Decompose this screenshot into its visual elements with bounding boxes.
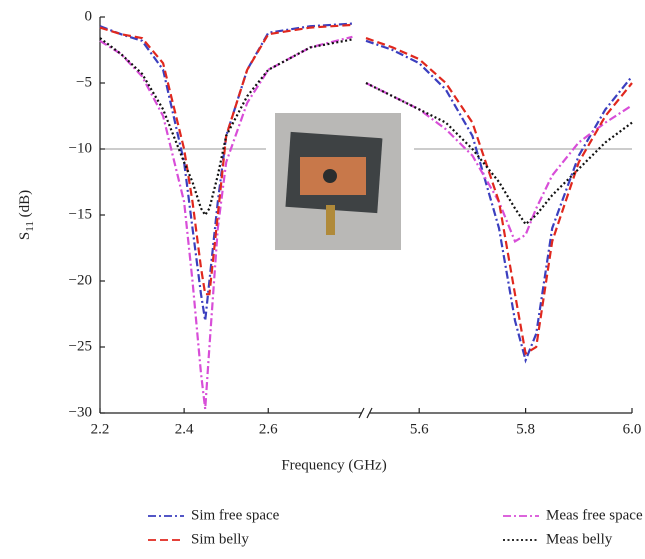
- series-line: [99, 35, 353, 410]
- y-axis-label: S11 (dB): [17, 190, 35, 240]
- series-line: [365, 82, 633, 226]
- series-line: [99, 23, 353, 296]
- x-axis-label: Frequency (GHz): [281, 457, 386, 473]
- series-line: [365, 39, 633, 364]
- legend-label: Sim belly: [191, 531, 249, 547]
- axis-break: [358, 407, 373, 419]
- x-tick-label: 5.8: [516, 421, 535, 437]
- y-tick-label: −25: [69, 338, 92, 354]
- x-tick-label: 2.4: [175, 421, 194, 437]
- y-label-sub: 11: [24, 221, 36, 232]
- legend-label: Sim free space: [191, 507, 280, 523]
- x-tick-label: 2.6: [259, 421, 278, 437]
- y-tick-label: −20: [69, 272, 92, 288]
- y-tick-label: −30: [69, 404, 92, 420]
- y-tick-label: −5: [76, 74, 92, 90]
- y-label-main: S: [17, 232, 33, 240]
- x-tick-label: 5.6: [410, 421, 429, 437]
- inset-photo: [275, 113, 401, 250]
- photo-slot: [323, 169, 337, 183]
- y-tick-label: 0: [85, 8, 93, 24]
- y-label-unit: (dB): [17, 190, 33, 218]
- y-tick-label: −15: [69, 206, 92, 222]
- series-line: [365, 37, 633, 356]
- legend-label: Meas free space: [546, 507, 643, 523]
- series-line: [365, 82, 633, 244]
- x-tick-label: 2.2: [91, 421, 110, 437]
- legend-label: Meas belly: [546, 531, 613, 547]
- photo-connector: [326, 205, 335, 235]
- x-tick-label: 6.0: [623, 421, 642, 437]
- y-tick-label: −10: [69, 140, 92, 156]
- series-line: [99, 37, 353, 218]
